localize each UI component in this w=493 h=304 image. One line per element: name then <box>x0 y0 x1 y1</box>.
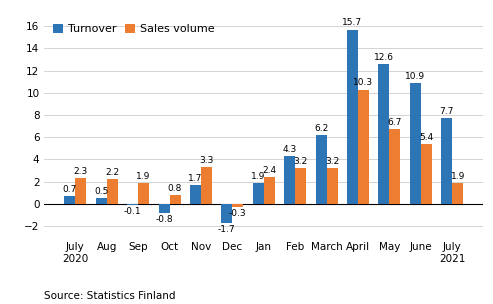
Bar <box>389 130 400 204</box>
Bar <box>379 64 389 204</box>
Bar <box>138 183 149 204</box>
Text: -0.1: -0.1 <box>124 207 141 216</box>
Text: 2.2: 2.2 <box>105 168 119 177</box>
Text: 15.7: 15.7 <box>343 19 362 27</box>
Text: 1.7: 1.7 <box>188 174 203 183</box>
Bar <box>159 204 170 213</box>
Text: 12.6: 12.6 <box>374 53 394 62</box>
Text: 3.3: 3.3 <box>199 156 213 165</box>
Bar <box>410 83 421 204</box>
Text: 7.7: 7.7 <box>440 107 454 116</box>
Bar <box>326 168 338 204</box>
Text: 0.7: 0.7 <box>63 185 77 194</box>
Bar <box>284 156 295 204</box>
Bar <box>64 196 75 204</box>
Text: 4.3: 4.3 <box>282 145 297 154</box>
Bar <box>295 168 306 204</box>
Text: 3.2: 3.2 <box>325 157 339 166</box>
Text: Source: Statistics Finland: Source: Statistics Finland <box>44 291 176 301</box>
Bar <box>96 198 106 204</box>
Bar <box>75 178 86 204</box>
Bar <box>421 144 432 204</box>
Text: 2.4: 2.4 <box>262 166 276 175</box>
Bar <box>127 204 138 205</box>
Text: 1.9: 1.9 <box>451 171 465 181</box>
Bar <box>441 118 452 204</box>
Text: -0.3: -0.3 <box>229 209 246 218</box>
Text: 10.9: 10.9 <box>405 72 425 81</box>
Bar <box>358 90 369 204</box>
Text: -1.7: -1.7 <box>218 225 236 234</box>
Text: 1.9: 1.9 <box>137 171 151 181</box>
Legend: Turnover, Sales volume: Turnover, Sales volume <box>50 21 217 37</box>
Bar <box>232 204 244 207</box>
Bar <box>190 185 201 204</box>
Text: 1.9: 1.9 <box>251 171 265 181</box>
Bar <box>264 177 275 204</box>
Text: 5.4: 5.4 <box>419 133 433 142</box>
Bar <box>347 29 358 204</box>
Text: 3.2: 3.2 <box>293 157 308 166</box>
Bar <box>170 195 180 204</box>
Bar <box>316 135 326 204</box>
Text: 2.3: 2.3 <box>73 167 88 176</box>
Text: 0.8: 0.8 <box>168 184 182 193</box>
Text: 6.7: 6.7 <box>387 118 402 127</box>
Bar <box>106 179 118 204</box>
Text: -0.8: -0.8 <box>155 215 173 224</box>
Bar <box>221 204 232 223</box>
Bar <box>201 167 212 204</box>
Bar <box>253 183 264 204</box>
Bar <box>452 183 463 204</box>
Text: 0.5: 0.5 <box>94 187 108 196</box>
Text: 6.2: 6.2 <box>314 124 328 133</box>
Text: 10.3: 10.3 <box>353 78 374 87</box>
